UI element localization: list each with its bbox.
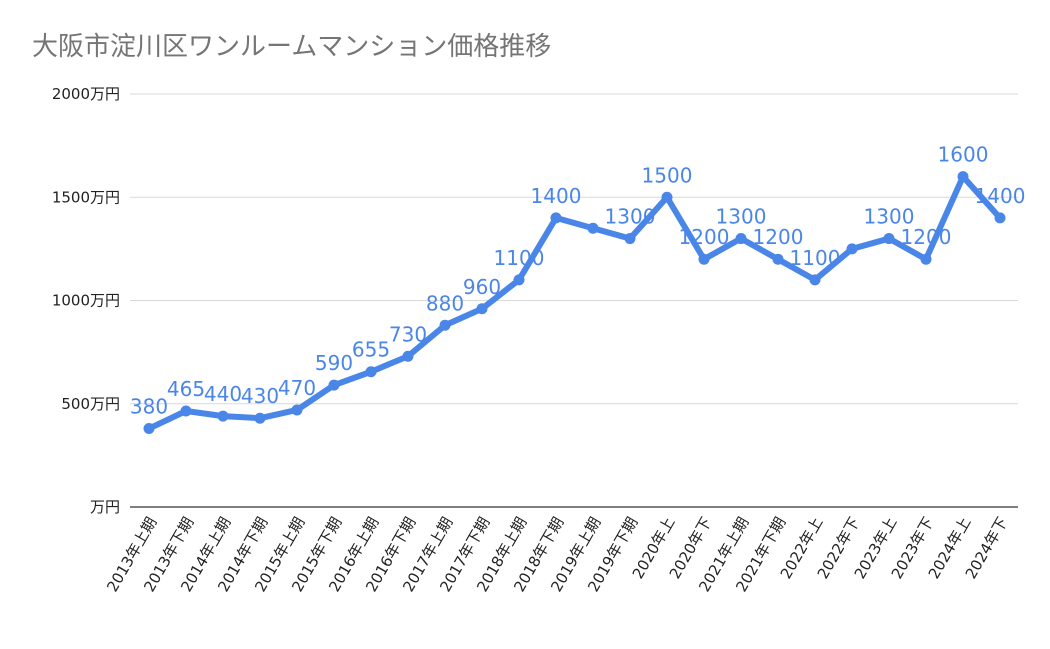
data-label: 1100 bbox=[790, 246, 841, 270]
data-label: 1200 bbox=[753, 225, 804, 249]
data-point bbox=[698, 253, 710, 265]
data-label: 1300 bbox=[605, 205, 656, 229]
data-label: 465 bbox=[167, 377, 205, 401]
data-label: 1300 bbox=[716, 205, 767, 229]
data-point bbox=[328, 379, 340, 391]
data-label: 1600 bbox=[938, 143, 989, 167]
data-point bbox=[772, 253, 784, 265]
data-point bbox=[809, 274, 821, 286]
data-label: 1100 bbox=[494, 246, 545, 270]
data-point bbox=[254, 412, 266, 424]
data-point bbox=[513, 274, 525, 286]
chart-title: 大阪市淀川区ワンルームマンション価格推移 bbox=[32, 32, 552, 62]
data-point bbox=[291, 404, 303, 416]
data-label: 470 bbox=[278, 376, 316, 400]
data-point bbox=[957, 171, 969, 183]
data-label: 730 bbox=[389, 322, 427, 346]
data-point bbox=[402, 350, 414, 362]
data-label: 440 bbox=[204, 382, 242, 406]
data-point bbox=[439, 319, 451, 331]
data-point bbox=[587, 222, 599, 234]
y-tick-label: 2000万円 bbox=[52, 85, 120, 103]
data-point bbox=[994, 212, 1006, 224]
y-tick-label: 1000万円 bbox=[52, 292, 120, 310]
data-label: 1200 bbox=[901, 225, 952, 249]
data-point bbox=[920, 253, 932, 265]
data-label: 880 bbox=[426, 291, 464, 315]
data-point bbox=[476, 303, 488, 315]
data-point bbox=[143, 423, 155, 435]
data-label: 1400 bbox=[531, 184, 582, 208]
data-label: 655 bbox=[352, 338, 390, 362]
data-point bbox=[883, 233, 895, 245]
data-label: 1400 bbox=[975, 184, 1026, 208]
data-point bbox=[365, 366, 377, 378]
data-label: 590 bbox=[315, 351, 353, 375]
data-label: 1300 bbox=[864, 205, 915, 229]
data-point bbox=[661, 191, 673, 203]
data-point bbox=[217, 410, 229, 422]
data-point bbox=[180, 405, 192, 417]
data-label: 1200 bbox=[679, 225, 730, 249]
data-point bbox=[846, 243, 858, 255]
data-label: 430 bbox=[241, 384, 279, 408]
data-label: 1500 bbox=[642, 163, 693, 187]
data-point bbox=[735, 233, 747, 245]
data-label: 380 bbox=[130, 395, 168, 419]
data-point bbox=[550, 212, 562, 224]
series-line bbox=[146, 173, 1003, 432]
y-tick-label: 万円 bbox=[90, 498, 120, 516]
y-tick-label: 1500万円 bbox=[52, 188, 120, 206]
data-point bbox=[624, 233, 636, 245]
y-tick-label: 500万円 bbox=[61, 395, 120, 413]
data-label: 960 bbox=[463, 275, 501, 299]
